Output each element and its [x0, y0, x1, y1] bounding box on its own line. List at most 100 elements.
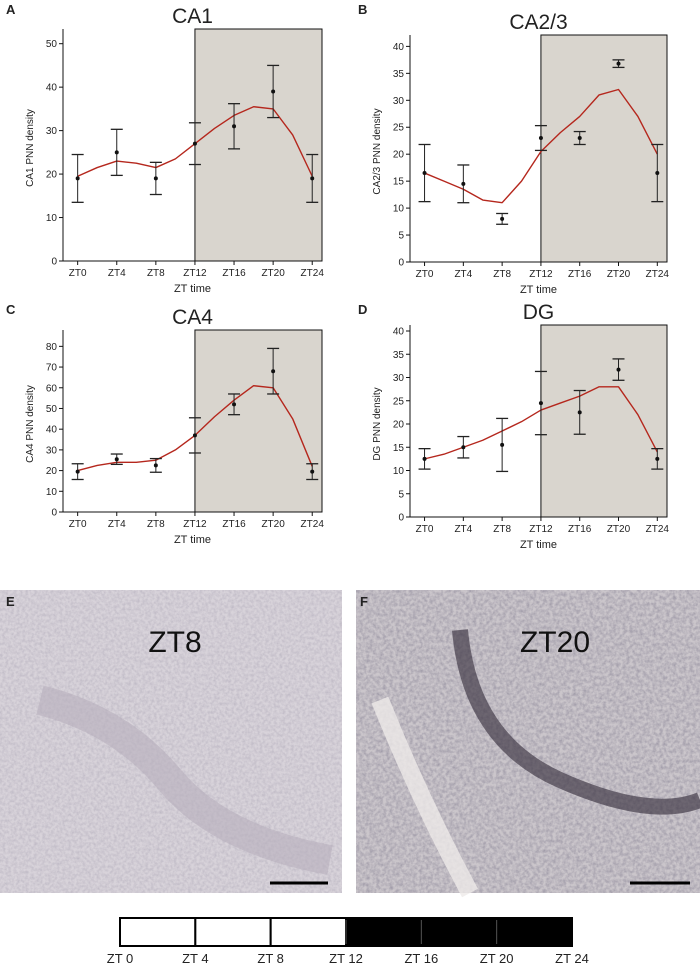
- micrograph: E ZT8: [0, 590, 342, 893]
- data-point: [153, 176, 158, 181]
- x-tick-label: ZT24: [301, 268, 325, 279]
- y-tick-label: 40: [393, 327, 405, 338]
- panel-label: C: [6, 302, 16, 317]
- chart: 0 10 20 30 40 50 ZT0 ZT4 ZT8 ZT12 ZT16 ZT20 ZT24 A CA1…: [6, 2, 324, 295]
- timeline-label: ZT 4: [182, 951, 209, 966]
- y-tick-label: 15: [393, 443, 405, 454]
- data-point: [655, 456, 660, 461]
- x-tick-label: ZT12: [529, 269, 553, 280]
- chart: 0 5 10 15 20 25 30 35 40 ZT0 ZT4 ZT8 ZT12 ZT16 ZT20 ZT2…: [358, 301, 669, 551]
- data-point: [310, 176, 315, 181]
- data-point: [310, 469, 315, 474]
- dark-phase: [194, 329, 323, 513]
- data-point: [271, 369, 276, 374]
- data-point: [114, 457, 119, 462]
- timeline-segment: [420, 917, 498, 947]
- micrograph: F ZT20: [356, 590, 700, 898]
- data-point: [192, 141, 197, 146]
- x-tick-label: ZT16: [222, 519, 246, 530]
- y-axis-label: CA4 PNN density: [25, 385, 36, 463]
- x-axis-label: ZT time: [520, 539, 557, 551]
- y-tick-label: 5: [398, 489, 404, 500]
- y-tick-label: 40: [393, 42, 405, 53]
- y-tick-label: 35: [393, 350, 405, 361]
- dark-phase: [540, 324, 668, 518]
- x-tick-label: ZT4: [108, 268, 126, 279]
- timeline-segment: [345, 917, 423, 947]
- x-tick-label: ZT8: [147, 519, 165, 530]
- data-point: [75, 176, 80, 181]
- x-axis-label: ZT time: [174, 283, 211, 295]
- x-tick-label: ZT0: [416, 524, 434, 535]
- timeline-label: ZT 8: [257, 951, 284, 966]
- y-tick-label: 70: [46, 363, 58, 374]
- y-tick-label: 60: [46, 383, 58, 394]
- data-point: [232, 124, 237, 129]
- x-tick-label: ZT12: [529, 524, 553, 535]
- data-point: [232, 402, 237, 407]
- data-point: [616, 61, 621, 66]
- x-tick-label: ZT12: [183, 519, 207, 530]
- tissue-fissure: [371, 696, 478, 898]
- data-point: [461, 181, 466, 186]
- y-tick-label: 50: [46, 39, 58, 50]
- data-point: [577, 410, 582, 415]
- data-point: [75, 469, 80, 474]
- timeline-label: ZT 24: [555, 951, 589, 966]
- micrograph-texture: [356, 590, 700, 893]
- x-tick-label: ZT4: [108, 519, 126, 530]
- y-tick-label: 0: [398, 513, 404, 524]
- x-tick-label: ZT20: [607, 269, 631, 280]
- data-point: [461, 445, 466, 450]
- x-tick-label: ZT0: [69, 519, 87, 530]
- x-tick-label: ZT8: [147, 268, 165, 279]
- y-tick-label: 20: [393, 150, 405, 161]
- timeline-segment: [119, 917, 197, 947]
- chart-title: CA4: [172, 306, 213, 329]
- micrograph-label: ZT20: [520, 626, 590, 659]
- x-tick-label: ZT4: [454, 269, 472, 280]
- x-tick-label: ZT8: [493, 269, 511, 280]
- chart: 0 10 20 30 40 50 60 70 80 ZT0 ZT4 ZT8 ZT12 ZT16 ZT20 ZT…: [6, 302, 324, 546]
- chart-title: CA1: [172, 5, 213, 28]
- y-tick-label: 5: [398, 231, 404, 242]
- y-tick-label: 30: [46, 445, 58, 456]
- panel-label: D: [358, 302, 367, 317]
- data-point: [271, 89, 276, 94]
- y-tick-label: 0: [51, 257, 57, 268]
- timeline-label: ZT 20: [480, 951, 514, 966]
- y-tick-label: 10: [46, 213, 58, 224]
- y-tick-label: 30: [46, 126, 58, 137]
- data-point: [500, 216, 505, 221]
- y-tick-label: 40: [46, 425, 58, 436]
- data-point: [577, 136, 582, 141]
- chart-title: DG: [523, 301, 555, 324]
- data-point: [153, 463, 158, 468]
- x-tick-label: ZT0: [416, 269, 434, 280]
- y-tick-label: 10: [393, 466, 405, 477]
- chart-title: CA2/3: [509, 11, 567, 34]
- y-tick-label: 0: [51, 508, 57, 519]
- x-tick-label: ZT20: [261, 268, 285, 279]
- y-tick-label: 10: [46, 487, 58, 498]
- x-tick-label: ZT24: [301, 519, 325, 530]
- y-tick-label: 25: [393, 396, 405, 407]
- x-tick-label: ZT16: [222, 268, 246, 279]
- y-tick-label: 15: [393, 177, 405, 188]
- y-tick-label: 30: [393, 373, 405, 384]
- x-tick-label: ZT8: [493, 524, 511, 535]
- stained-layer: [452, 629, 700, 815]
- timeline-segment: [495, 917, 573, 947]
- data-point: [655, 171, 660, 176]
- y-axis-label: CA2/3 PNN density: [372, 108, 383, 194]
- data-point: [500, 442, 505, 447]
- panel-label: B: [358, 2, 367, 17]
- y-tick-label: 50: [46, 404, 58, 415]
- data-point: [616, 367, 621, 372]
- micrograph-label: ZT8: [148, 626, 201, 659]
- y-tick-label: 20: [46, 466, 58, 477]
- y-tick-label: 35: [393, 69, 405, 80]
- timeline-label: ZT 16: [404, 951, 438, 966]
- y-tick-label: 20: [46, 170, 58, 181]
